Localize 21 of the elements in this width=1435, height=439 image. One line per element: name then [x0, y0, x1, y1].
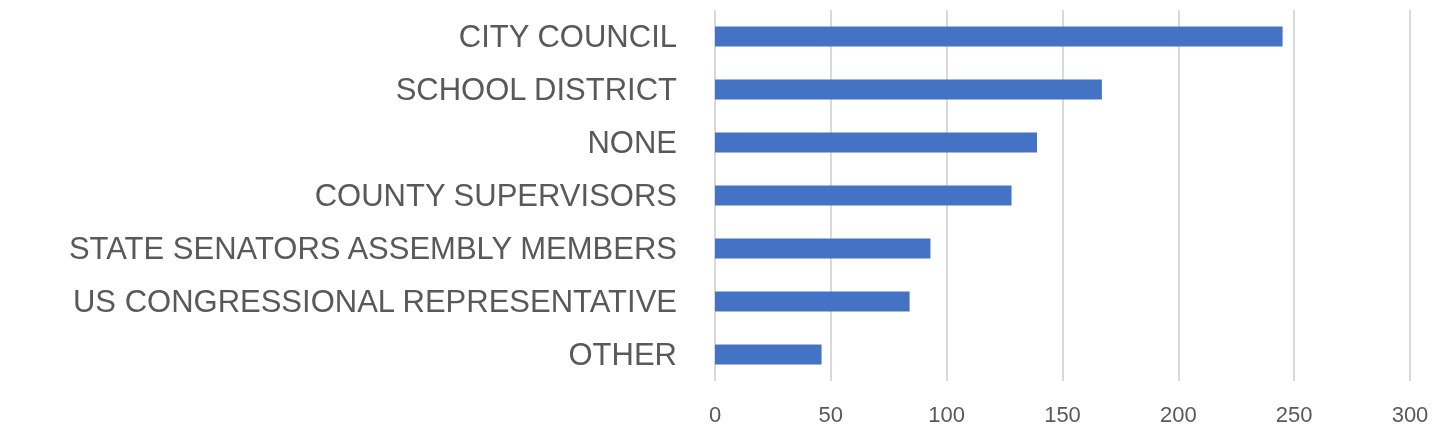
x-tick-label: 100 [928, 401, 966, 427]
bar [715, 344, 822, 365]
y-tick-label: NONE [587, 125, 677, 160]
x-tick-label: 250 [1275, 401, 1313, 427]
x-tick-label: 50 [818, 401, 844, 427]
bar [715, 238, 931, 259]
x-tick-label: 0 [708, 401, 722, 427]
bar [715, 291, 910, 312]
x-tick-label: 300 [1391, 401, 1429, 427]
x-tick-label: 150 [1044, 401, 1081, 427]
y-tick-label: COUNTY SUPERVISORS [314, 178, 677, 213]
bar [715, 26, 1283, 47]
y-tick-label: US CONGRESSIONAL REPRESENTATIVE [72, 284, 677, 319]
y-tick-label: SCHOOL DISTRICT [395, 72, 678, 107]
y-tick-label: OTHER [568, 337, 677, 372]
bar [715, 132, 1038, 153]
y-tick-label: CITY COUNCIL [458, 19, 677, 54]
x-tick-label: 200 [1159, 401, 1197, 427]
y-tick-label: STATE SENATORS ASSEMBLY MEMBERS [68, 231, 677, 266]
bar [715, 79, 1102, 100]
bar [715, 185, 1012, 206]
